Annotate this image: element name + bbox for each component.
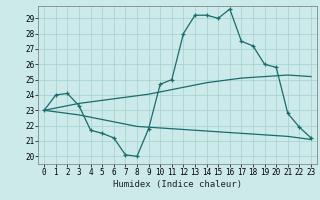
X-axis label: Humidex (Indice chaleur): Humidex (Indice chaleur) xyxy=(113,180,242,189)
